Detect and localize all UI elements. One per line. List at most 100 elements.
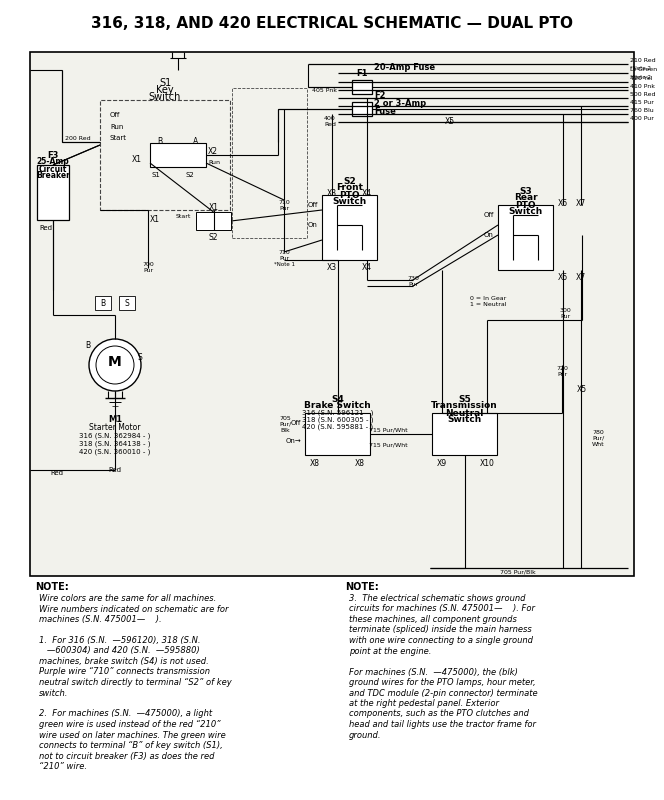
Bar (119, 296, 135, 310)
Text: S1: S1 (152, 172, 161, 178)
Text: Circuit: Circuit (39, 165, 67, 174)
Text: components, such as the PTO clutches and: components, such as the PTO clutches and (349, 710, 529, 718)
Text: terminate (spliced) inside the main harness: terminate (spliced) inside the main harn… (349, 626, 532, 634)
Text: Off: Off (483, 212, 494, 218)
Text: connects to terminal “B” of key switch (S1),: connects to terminal “B” of key switch (… (39, 741, 222, 750)
Text: 420 (S.N. 595881 - ): 420 (S.N. 595881 - ) (302, 424, 373, 430)
Text: X3: X3 (327, 189, 337, 198)
Text: Switch: Switch (448, 415, 481, 425)
Text: Purple wire “710” connects transmission: Purple wire “710” connects transmission (39, 667, 210, 677)
Text: PTO: PTO (339, 190, 360, 199)
Text: 710: 710 (278, 199, 290, 205)
Text: “210” wire.: “210” wire. (39, 762, 87, 771)
Text: Start: Start (175, 214, 191, 219)
Text: X1: X1 (150, 215, 160, 225)
Text: X2: X2 (208, 146, 218, 155)
Text: Pur: Pur (560, 314, 570, 318)
Text: X5: X5 (577, 386, 587, 394)
Text: Brake Switch: Brake Switch (304, 402, 371, 410)
Text: On→: On→ (286, 438, 301, 444)
Text: X6: X6 (558, 198, 568, 207)
Text: 1 = Neutral: 1 = Neutral (470, 302, 507, 306)
Text: green wire is used instead of the red “210”: green wire is used instead of the red “2… (39, 720, 220, 729)
Text: S4: S4 (331, 394, 344, 403)
Text: X4: X4 (362, 189, 372, 198)
Text: Rear: Rear (514, 194, 537, 202)
Text: S3: S3 (519, 186, 532, 195)
Text: Pur: Pur (557, 371, 567, 377)
Text: 2 or 3-Amp: 2 or 3-Amp (374, 99, 426, 108)
Text: Off: Off (291, 420, 301, 426)
Text: Off: Off (307, 202, 318, 208)
Text: Pur/: Pur/ (279, 422, 291, 426)
Bar (352, 80, 372, 94)
Text: ground wires for the PTO lamps, hour meter,: ground wires for the PTO lamps, hour met… (349, 678, 536, 687)
Text: Neutral: Neutral (446, 409, 483, 418)
Text: Run: Run (208, 161, 220, 166)
Text: Run: Run (110, 124, 124, 130)
Text: point at the engine.: point at the engine. (349, 646, 432, 655)
Text: wire used on later machines. The green wire: wire used on later machines. The green w… (39, 730, 226, 739)
Text: NOTE:: NOTE: (35, 582, 69, 592)
Text: neutral switch directly to terminal “S2” of key: neutral switch directly to terminal “S2”… (39, 678, 232, 687)
Text: Red: Red (50, 470, 63, 476)
Text: On: On (484, 232, 494, 238)
Text: X1: X1 (132, 154, 142, 163)
Text: B: B (157, 137, 163, 146)
Text: Transmission: Transmission (431, 402, 498, 410)
Bar (232, 88, 307, 238)
Text: 316 (S.N. 596121 - ): 316 (S.N. 596121 - ) (302, 410, 373, 416)
Text: these machines, all component grounds: these machines, all component grounds (349, 615, 517, 624)
Text: S2: S2 (343, 177, 356, 186)
Bar (305, 413, 370, 455)
Text: X6: X6 (558, 274, 568, 282)
Text: S2: S2 (186, 172, 195, 178)
Text: 20-Amp Fuse: 20-Amp Fuse (374, 63, 435, 72)
Bar (95, 296, 111, 310)
Text: Off: Off (110, 112, 120, 118)
Text: Lt Green: Lt Green (630, 67, 657, 72)
Text: X8: X8 (355, 458, 365, 467)
Text: 710: 710 (278, 250, 290, 254)
Text: 420 (S.N. 360010 - ): 420 (S.N. 360010 - ) (79, 449, 151, 455)
Text: Switch: Switch (509, 207, 542, 217)
Text: 760 Blu: 760 Blu (630, 108, 654, 113)
Text: X10: X10 (479, 458, 495, 467)
Text: Pur: Pur (279, 206, 289, 210)
Text: For machines (S.N.  —475000), the (blk): For machines (S.N. —475000), the (blk) (349, 667, 518, 677)
Text: Key: Key (156, 85, 174, 95)
Bar (196, 212, 231, 230)
Text: S5: S5 (458, 394, 471, 403)
Text: Red: Red (108, 467, 122, 473)
Text: Pur/: Pur/ (592, 435, 604, 441)
Text: S1: S1 (159, 78, 171, 88)
Text: *Note 2: *Note 2 (630, 66, 651, 71)
Text: Start: Start (110, 135, 127, 141)
Text: head and tail lights use the tractor frame for: head and tail lights use the tractor fra… (349, 720, 536, 729)
Text: 200 Red: 200 Red (65, 135, 90, 141)
Text: 705 Pur/Blk: 705 Pur/Blk (500, 570, 536, 574)
Text: 316, 318, AND 420 ELECTRICAL SCHEMATIC — DUAL PTO: 316, 318, AND 420 ELECTRICAL SCHEMATIC —… (91, 16, 573, 31)
Text: Red: Red (324, 122, 336, 126)
Text: with one wire connecting to a single ground: with one wire connecting to a single gro… (349, 636, 533, 645)
Circle shape (89, 339, 141, 391)
Text: switch.: switch. (39, 689, 68, 698)
Text: 210 Red: 210 Red (630, 58, 655, 63)
Text: *Note 2: *Note 2 (630, 75, 651, 80)
Text: 3.  The electrical schematic shows ground: 3. The electrical schematic shows ground (349, 594, 525, 603)
Text: 415 Pur: 415 Pur (630, 100, 654, 105)
Text: S2: S2 (208, 234, 218, 242)
Text: Front: Front (336, 183, 363, 193)
Text: 780: 780 (592, 430, 604, 434)
Text: and TDC module (2-pin connector) terminate: and TDC module (2-pin connector) termina… (349, 689, 538, 698)
Text: Switch: Switch (149, 92, 181, 102)
Text: NOTE:: NOTE: (345, 582, 378, 592)
Text: 500 Red: 500 Red (630, 92, 655, 97)
Bar (432, 413, 497, 455)
Text: 400: 400 (324, 115, 336, 121)
Text: not to circuit breaker (F3) as does the red: not to circuit breaker (F3) as does the … (39, 751, 214, 761)
Text: 25-Amp: 25-Amp (37, 158, 69, 166)
Bar (100, 100, 230, 210)
Bar (352, 102, 372, 116)
Text: at the right pedestal panel. Exterior: at the right pedestal panel. Exterior (349, 699, 499, 708)
